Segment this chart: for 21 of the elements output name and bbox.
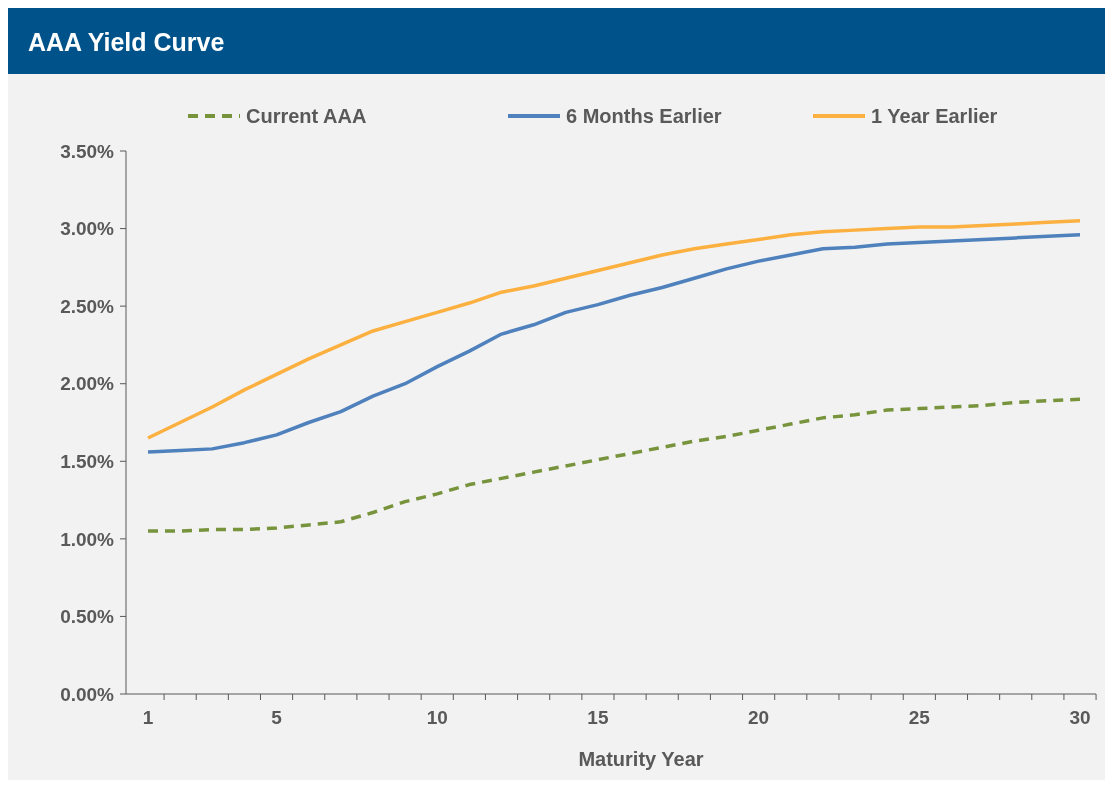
x-tick-label: 10 [426,707,448,728]
y-tick-label: 3.50% [60,140,115,162]
y-tick-label: 2.50% [60,295,115,317]
x-tick-label: 30 [1069,707,1091,728]
x-tick-label: 1 [142,707,154,728]
y-tick-label: 0.00% [60,683,115,705]
y-tick-label: 0.50% [60,606,115,628]
x-axis-title: Maturity Year [578,748,704,770]
y-tick-label: 1.00% [60,528,115,550]
y-tick-label: 2.00% [60,373,115,395]
x-tick-label: 25 [908,707,931,728]
x-tick-label: 5 [271,707,283,728]
legend-label: Current AAA [246,105,367,127]
legend-label: 6 Months Earlier [566,105,722,127]
x-tick-label: 15 [587,707,609,728]
x-tick-label: 20 [748,707,770,728]
chart-title: AAA Yield Curve [28,28,225,56]
line-series [146,397,1082,533]
legend-label: 1 Year Earlier [871,105,998,127]
y-tick-label: 3.00% [60,218,115,240]
y-tick-label: 1.50% [60,450,115,472]
